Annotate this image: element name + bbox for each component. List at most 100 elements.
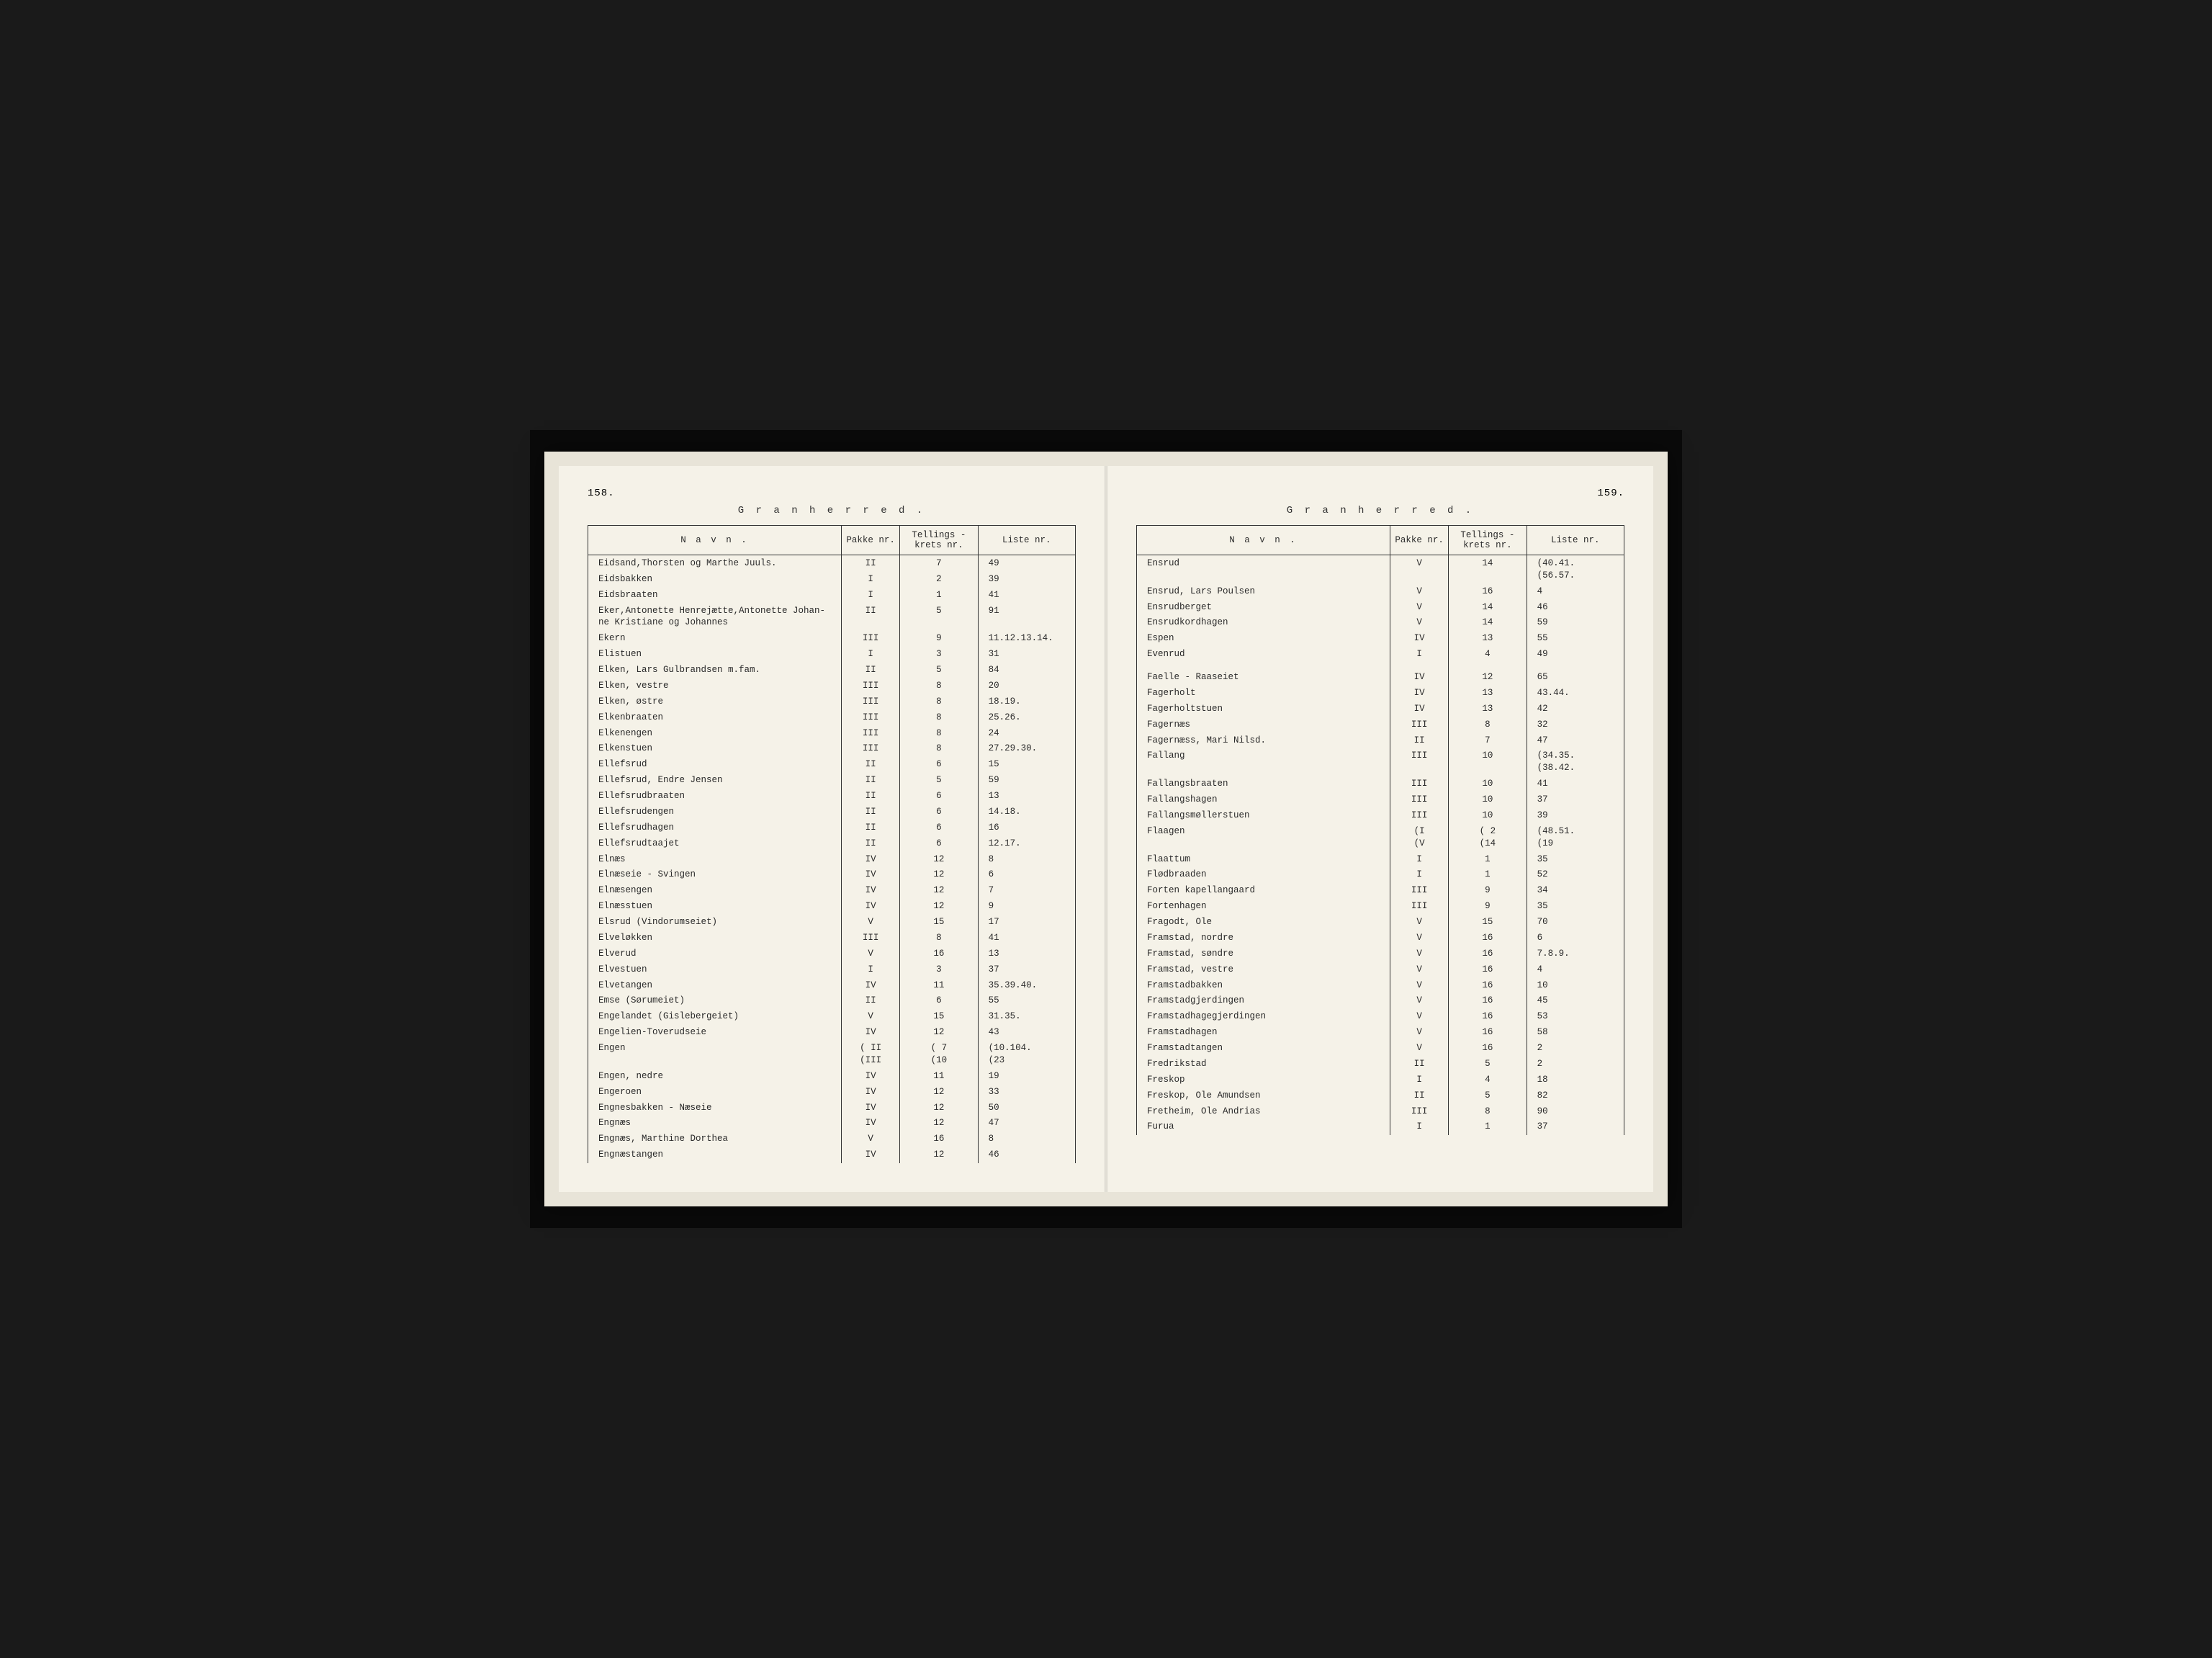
pakke-cell: III xyxy=(1390,807,1449,823)
pakke-cell: ( II (III xyxy=(842,1041,900,1069)
left-page-number: 158. xyxy=(588,488,1076,499)
table-row: FramstadhagenV1658 xyxy=(1137,1025,1624,1041)
pakke-cell: IV xyxy=(1390,670,1449,686)
pakke-cell: II xyxy=(842,663,900,678)
name-cell: Engnesbakken - Næseie xyxy=(588,1100,842,1116)
krets-cell: 1 xyxy=(1449,851,1527,867)
col-header-liste: Liste nr. xyxy=(978,526,1075,555)
name-cell: Framstadbakken xyxy=(1137,977,1390,993)
liste-cell: 55 xyxy=(1527,631,1624,647)
liste-cell: 37 xyxy=(1527,792,1624,808)
krets-cell: 7 xyxy=(900,555,978,571)
krets-cell: 12 xyxy=(900,1147,978,1163)
krets-cell: 8 xyxy=(900,678,978,694)
name-cell: Fagerholtstuen xyxy=(1137,701,1390,717)
name-cell: Framstadtangen xyxy=(1137,1041,1390,1057)
table-row: Engnesbakken - NæseieIV1250 xyxy=(588,1100,1076,1116)
pakke-cell: V xyxy=(1390,930,1449,946)
liste-cell: 33 xyxy=(978,1084,1075,1100)
liste-cell: 10 xyxy=(1527,977,1624,993)
name-cell: Framstadhagen xyxy=(1137,1025,1390,1041)
table-row: EngnæstangenIV1246 xyxy=(588,1147,1076,1163)
krets-cell: 16 xyxy=(1449,583,1527,599)
krets-cell: 16 xyxy=(900,946,978,962)
krets-cell: 16 xyxy=(1449,1025,1527,1041)
krets-cell: ( 7 (10 xyxy=(900,1041,978,1069)
krets-cell: 16 xyxy=(900,1132,978,1147)
table-row: Freskop, Ole AmundsenII582 xyxy=(1137,1088,1624,1103)
liste-cell: 41 xyxy=(978,587,1075,603)
liste-cell: 39 xyxy=(978,571,1075,587)
pakke-cell: IV xyxy=(842,867,900,883)
left-page-heading: G r a n h e r r e d . xyxy=(588,505,1076,516)
table-row: FallangshagenIII1037 xyxy=(1137,792,1624,808)
pakke-cell: I xyxy=(1390,1119,1449,1135)
pakke-cell: IV xyxy=(842,899,900,915)
name-cell: Framstadhagegjerdingen xyxy=(1137,1009,1390,1025)
liste-cell: 2 xyxy=(1527,1056,1624,1072)
right-page-number: 159. xyxy=(1136,488,1624,499)
krets-cell: 5 xyxy=(1449,1056,1527,1072)
krets-cell: 3 xyxy=(900,962,978,977)
name-cell: Elsrud (Vindorumseiet) xyxy=(588,915,842,931)
krets-cell: 16 xyxy=(1449,930,1527,946)
table-row: Engelien-ToverudseieIV1243 xyxy=(588,1025,1076,1041)
table-row: Framstad, nordreV166 xyxy=(1137,930,1624,946)
liste-cell: 82 xyxy=(1527,1088,1624,1103)
left-page: 158. G r a n h e r r e d . N a v n . Pak… xyxy=(559,466,1105,1191)
table-row: Fretheim, Ole AndriasIII890 xyxy=(1137,1103,1624,1119)
pakke-cell: III xyxy=(1390,748,1449,776)
name-cell: Flaattum xyxy=(1137,851,1390,867)
liste-cell: 45 xyxy=(1527,993,1624,1009)
pakke-cell: I xyxy=(842,962,900,977)
krets-cell: 16 xyxy=(1449,946,1527,962)
krets-cell: 6 xyxy=(900,820,978,835)
table-row: ElnæsengenIV127 xyxy=(588,883,1076,899)
krets-cell: 16 xyxy=(1449,993,1527,1009)
name-cell: Fortenhagen xyxy=(1137,899,1390,915)
table-row: FreskopI418 xyxy=(1137,1072,1624,1088)
name-cell: Engelien-Toverudseie xyxy=(588,1025,842,1041)
pakke-cell: IV xyxy=(842,1084,900,1100)
liste-cell: 9 xyxy=(978,899,1075,915)
name-cell: Fallang xyxy=(1137,748,1390,776)
pakke-cell: V xyxy=(842,946,900,962)
liste-cell: 15 xyxy=(978,757,1075,773)
table-row: ElistuenI331 xyxy=(588,647,1076,663)
col-header-name: N a v n . xyxy=(1137,526,1390,555)
name-cell: Ellefsrudbraaten xyxy=(588,789,842,805)
pakke-cell: III xyxy=(1390,883,1449,899)
name-cell: Fagernæs xyxy=(1137,717,1390,732)
pakke-cell: III xyxy=(1390,792,1449,808)
table-row: Eidsand,Thorsten og Marthe Juuls.II749 xyxy=(588,555,1076,571)
name-cell: Ellefsrudtaajet xyxy=(588,835,842,851)
table-row: ElverudV1613 xyxy=(588,946,1076,962)
table-row: ElkenstuenIII827.29.30. xyxy=(588,741,1076,757)
pakke-cell: V xyxy=(1390,977,1449,993)
name-cell: Eidsbakken xyxy=(588,571,842,587)
pakke-cell: II xyxy=(842,555,900,571)
table-row: ElnæsstuenIV129 xyxy=(588,899,1076,915)
right-page: 159. G r a n h e r r e d . N a v n . Pak… xyxy=(1107,466,1653,1191)
table-row: Engen( II (III( 7 (10(10.104. (23 xyxy=(588,1041,1076,1069)
table-row: Elnæseie - SvingenIV126 xyxy=(588,867,1076,883)
pakke-cell: V xyxy=(842,1009,900,1025)
liste-cell: 18.19. xyxy=(978,694,1075,709)
liste-cell: 59 xyxy=(978,773,1075,789)
name-cell: Flaagen xyxy=(1137,823,1390,851)
krets-cell: 5 xyxy=(900,663,978,678)
table-row: EvenrudI449 xyxy=(1137,647,1624,663)
table-row: EllefsrudbraatenII613 xyxy=(588,789,1076,805)
liste-cell: 35 xyxy=(1527,899,1624,915)
col-header-pakke: Pakke nr. xyxy=(842,526,900,555)
liste-cell: 84 xyxy=(978,663,1075,678)
table-row: EllefsrudengenII614.18. xyxy=(588,804,1076,820)
krets-cell: 16 xyxy=(1449,1009,1527,1025)
pakke-cell: I xyxy=(842,587,900,603)
pakke-cell: I xyxy=(842,571,900,587)
liste-cell: 13 xyxy=(978,946,1075,962)
pakke-cell: I xyxy=(1390,1072,1449,1088)
krets-cell: 12 xyxy=(900,1025,978,1041)
krets-cell: 1 xyxy=(900,587,978,603)
krets-cell: 6 xyxy=(900,757,978,773)
